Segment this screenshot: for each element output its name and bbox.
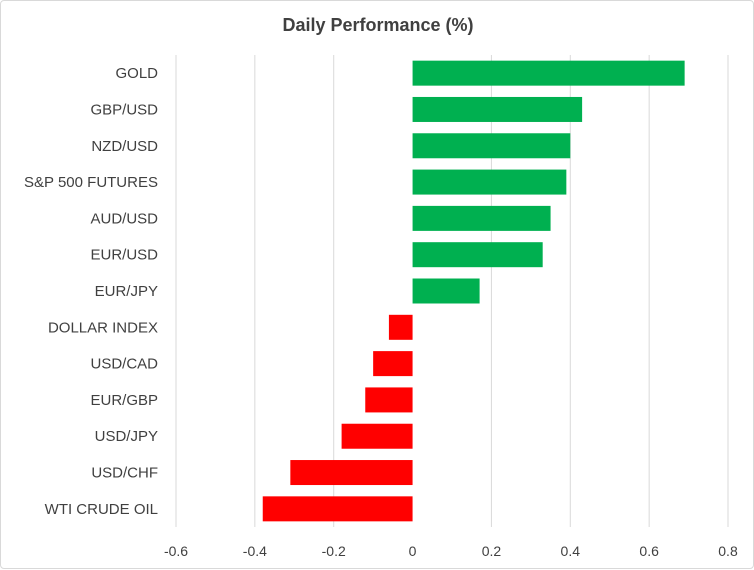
bar xyxy=(412,169,567,195)
bar xyxy=(365,387,413,413)
category-label: DOLLAR INDEX xyxy=(48,319,158,336)
bar xyxy=(388,314,413,340)
bar xyxy=(412,60,685,86)
bar xyxy=(412,96,583,122)
bar xyxy=(412,242,543,268)
x-tick-labels: -0.6 -0.4 -0.2 0 0.2 0.4 0.6 0.8 xyxy=(164,543,738,559)
x-tick-label: 0.6 xyxy=(639,543,659,559)
category-label: S&P 500 FUTURES xyxy=(24,174,158,191)
x-tick-label: 0.4 xyxy=(561,543,581,559)
category-label: USD/JPY xyxy=(95,428,158,445)
category-label: AUD/USD xyxy=(90,210,158,227)
category-label: USD/CAD xyxy=(90,356,158,373)
category-label: USD/CHF xyxy=(91,465,158,482)
bar xyxy=(412,133,571,159)
x-tick-label: -0.4 xyxy=(243,543,267,559)
category-label: NZD/USD xyxy=(91,138,158,155)
bar xyxy=(412,205,551,231)
category-label: GBP/USD xyxy=(90,101,158,118)
bar xyxy=(262,496,413,522)
category-label: EUR/USD xyxy=(90,247,158,264)
x-tick-label: 0.8 xyxy=(718,543,738,559)
category-label: EUR/JPY xyxy=(95,283,158,300)
x-tick-label: -0.6 xyxy=(164,543,188,559)
category-label: GOLD xyxy=(115,65,158,82)
category-label: WTI CRUDE OIL xyxy=(45,501,158,518)
category-label: EUR/GBP xyxy=(90,392,158,409)
chart-title: Daily Performance (%) xyxy=(282,15,473,35)
x-tick-label: 0.2 xyxy=(482,543,502,559)
x-tick-label: 0 xyxy=(409,543,417,559)
bar xyxy=(373,351,413,377)
bar xyxy=(412,278,480,304)
category-labels: GOLD GBP/USD NZD/USD S&P 500 FUTURES AUD/USD… xyxy=(24,65,158,518)
x-tick-label: -0.2 xyxy=(322,543,346,559)
bar xyxy=(290,460,413,486)
bar xyxy=(341,423,413,449)
bars xyxy=(262,60,685,522)
